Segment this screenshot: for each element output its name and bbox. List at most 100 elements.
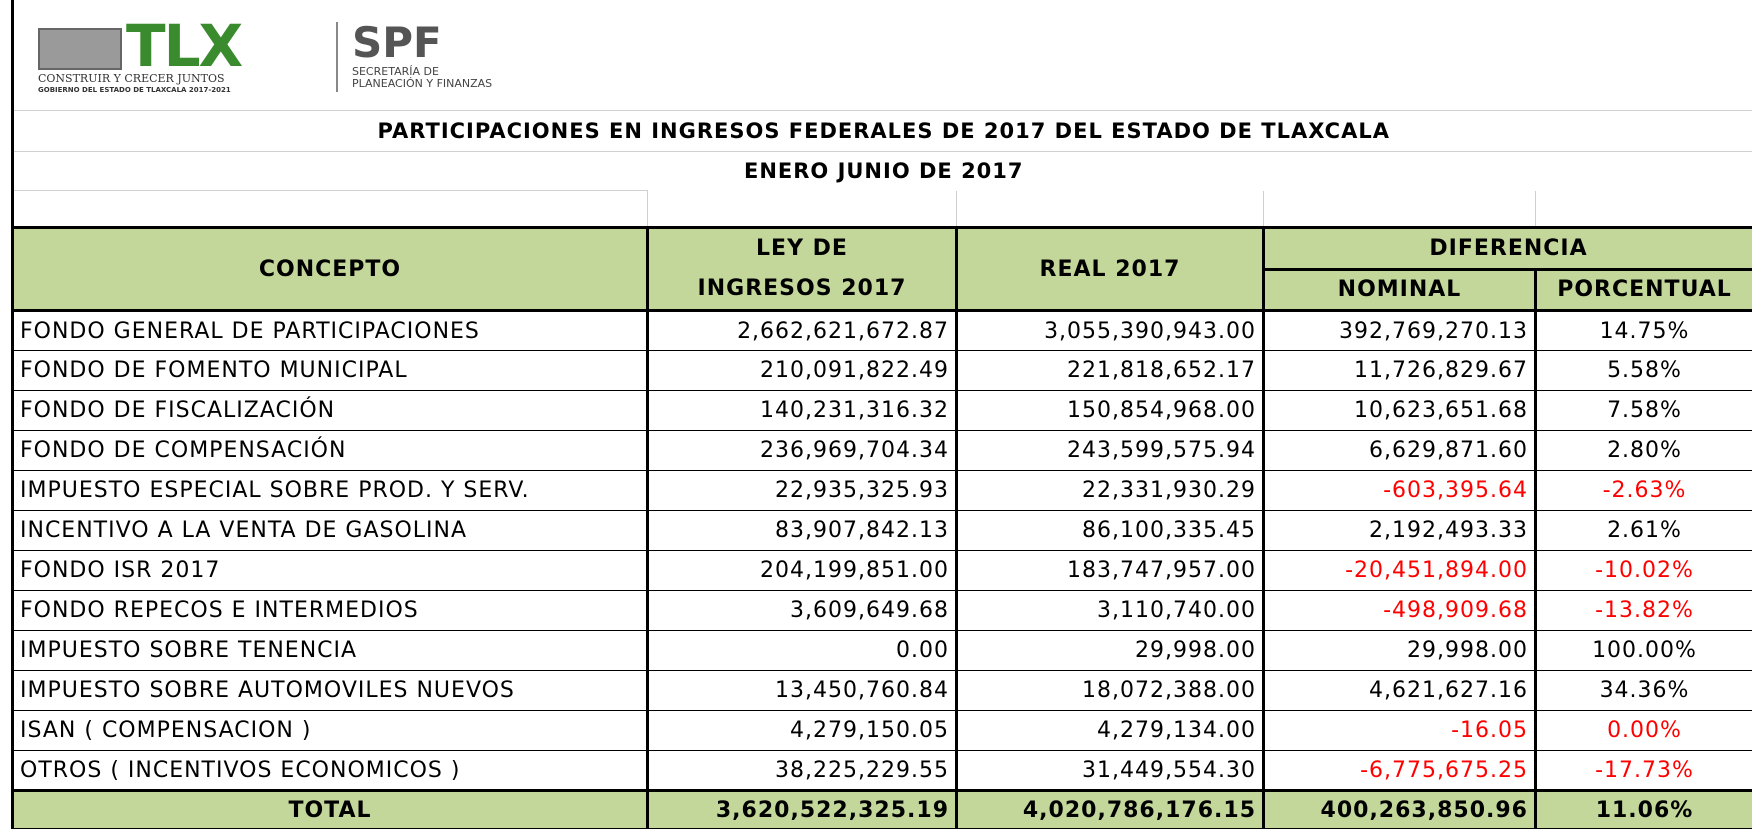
empty-cell <box>957 191 1264 228</box>
data-row: IMPUESTO ESPECIAL SOBRE PROD. Y SERV.22,… <box>13 471 1752 511</box>
value-cell: 3,055,390,943.00 <box>957 311 1264 351</box>
value-cell: 100.00% <box>1536 631 1752 671</box>
value-cell: 183,747,957.00 <box>957 551 1264 591</box>
value-cell: 221,818,652.17 <box>957 351 1264 391</box>
concept-cell: IMPUESTO SOBRE TENENCIA <box>13 631 648 671</box>
logo-row: TLX CONSTRUIR Y CRECER JUNTOS GOBIERNO D… <box>13 0 1752 111</box>
data-row: OTROS ( INCENTIVOS ECONOMICOS )38,225,22… <box>13 751 1752 791</box>
value-cell: 38,225,229.55 <box>648 751 957 791</box>
table-body: TLX CONSTRUIR Y CRECER JUNTOS GOBIERNO D… <box>13 0 1752 829</box>
value-cell: -20,451,894.00 <box>1264 551 1536 591</box>
value-cell: -13.82% <box>1536 591 1752 631</box>
value-cell: 150,854,968.00 <box>957 391 1264 431</box>
value-cell: 13,450,760.84 <box>648 671 957 711</box>
value-cell: 11,726,829.67 <box>1264 351 1536 391</box>
concept-cell: INCENTIVO A LA VENTA DE GASOLINA <box>13 511 648 551</box>
value-cell: -498,909.68 <box>1264 591 1536 631</box>
value-cell: 29,998.00 <box>957 631 1264 671</box>
value-cell: 140,231,316.32 <box>648 391 957 431</box>
header-text: LEY DE INGRESOS 2017 <box>687 229 917 309</box>
value-cell: 7.58% <box>1536 391 1752 431</box>
value-cell: 3,609,649.68 <box>648 591 957 631</box>
concept-cell: FONDO GENERAL DE PARTICIPACIONES <box>13 311 648 351</box>
concept-cell: ISAN ( COMPENSACION ) <box>13 711 648 751</box>
value-cell: 0.00% <box>1536 711 1752 751</box>
subtitle-row: ENERO JUNIO DE 2017 <box>13 152 1752 191</box>
header-cell: CONCEPTO <box>13 228 648 311</box>
empty-cell <box>648 191 957 228</box>
brand: TLX <box>126 12 241 80</box>
agency-line: PLANEACIÓN Y FINANZAS <box>352 78 492 90</box>
empty-cell <box>1264 191 1536 228</box>
concept-cell: FONDO DE FISCALIZACIÓN <box>13 391 648 431</box>
value-cell: 204,199,851.00 <box>648 551 957 591</box>
header-cell: REAL 2017 <box>957 228 1264 311</box>
empty-cell <box>1536 191 1752 228</box>
value-cell: 2.80% <box>1536 431 1752 471</box>
value-cell: 4,279,150.05 <box>648 711 957 751</box>
value-cell: 14.75% <box>1536 311 1752 351</box>
header-cell: DIFERENCIA <box>1264 228 1752 270</box>
empty-cell <box>13 191 648 228</box>
concept-cell: FONDO DE FOMENTO MUNICIPAL <box>13 351 648 391</box>
value-cell: -16.05 <box>1264 711 1536 751</box>
value-cell: 6,629,871.60 <box>1264 431 1536 471</box>
concept-cell: IMPUESTO ESPECIAL SOBRE PROD. Y SERV. <box>13 471 648 511</box>
value-cell: 22,935,325.93 <box>648 471 957 511</box>
title: PARTICIPACIONES EN INGRESOS FEDERALES DE… <box>13 111 1752 152</box>
logo-cell: TLX CONSTRUIR Y CRECER JUNTOS GOBIERNO D… <box>13 0 1752 111</box>
concept-cell: IMPUESTO SOBRE AUTOMOVILES NUEVOS <box>13 671 648 711</box>
value-cell: -2.63% <box>1536 471 1752 511</box>
value-cell: -17.73% <box>1536 751 1752 791</box>
value-cell: 11.06% <box>1536 791 1752 829</box>
header-cell: NOMINAL <box>1264 269 1536 311</box>
concept-cell: FONDO REPECOS E INTERMEDIOS <box>13 591 648 631</box>
concept-cell: OTROS ( INCENTIVOS ECONOMICOS ) <box>13 751 648 791</box>
agency: SPF <box>352 18 442 67</box>
emblem <box>38 28 122 70</box>
value-cell: 243,599,575.94 <box>957 431 1264 471</box>
value-cell: 31,449,554.30 <box>957 751 1264 791</box>
report-table: TLX CONSTRUIR Y CRECER JUNTOS GOBIERNO D… <box>11 0 1752 829</box>
concept-cell: FONDO DE COMPENSACIÓN <box>13 431 648 471</box>
value-cell: 34.36% <box>1536 671 1752 711</box>
value-cell: 400,263,850.96 <box>1264 791 1536 829</box>
header-cell: PORCENTUAL <box>1536 269 1752 311</box>
value-cell: 5.58% <box>1536 351 1752 391</box>
value-cell: 2,192,493.33 <box>1264 511 1536 551</box>
subtitle: ENERO JUNIO DE 2017 <box>13 152 1752 191</box>
value-cell: 4,020,786,176.15 <box>957 791 1264 829</box>
value-cell: 86,100,335.45 <box>957 511 1264 551</box>
value-cell: 22,331,930.29 <box>957 471 1264 511</box>
logo: TLX CONSTRUIR Y CRECER JUNTOS GOBIERNO D… <box>14 0 1752 110</box>
value-cell: -10.02% <box>1536 551 1752 591</box>
government: GOBIERNO DEL ESTADO DE TLAXCALA 2017-202… <box>38 86 231 94</box>
spacer-row <box>13 191 1752 228</box>
slogan: CONSTRUIR Y CRECER JUNTOS <box>38 72 225 85</box>
value-cell: -603,395.64 <box>1264 471 1536 511</box>
value-cell: 4,621,627.16 <box>1264 671 1536 711</box>
value-cell: 236,969,704.34 <box>648 431 957 471</box>
value-cell: 18,072,388.00 <box>957 671 1264 711</box>
value-cell: 4,279,134.00 <box>957 711 1264 751</box>
value-cell: 2,662,621,672.87 <box>648 311 957 351</box>
header-cell: LEY DE INGRESOS 2017 <box>648 228 957 311</box>
value-cell: 3,110,740.00 <box>957 591 1264 631</box>
header-row: CONCEPTO LEY DE INGRESOS 2017 REAL 2017 … <box>13 228 1752 270</box>
value-cell: 29,998.00 <box>1264 631 1536 671</box>
value-cell: -6,775,675.25 <box>1264 751 1536 791</box>
value-cell: 10,623,651.68 <box>1264 391 1536 431</box>
value-cell: 83,907,842.13 <box>648 511 957 551</box>
title-row: PARTICIPACIONES EN INGRESOS FEDERALES DE… <box>13 111 1752 152</box>
value-cell: 392,769,270.13 <box>1264 311 1536 351</box>
